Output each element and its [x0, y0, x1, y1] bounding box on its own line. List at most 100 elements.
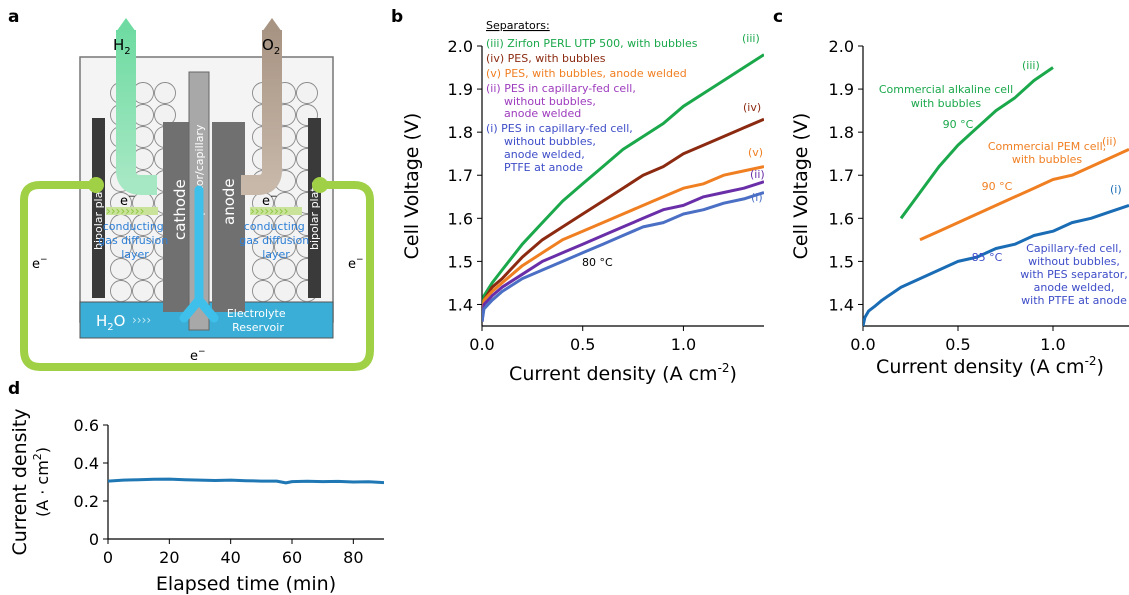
y-tick-label: 2.0	[448, 37, 473, 56]
annotation: 90 °C	[943, 118, 974, 131]
x-axis-label: Current density (A cm-2)	[876, 354, 1104, 378]
x-tick-label: 80	[343, 548, 363, 567]
bipolar-plate-left	[92, 118, 105, 298]
chart-b: 0.0 0.5 1.0 1.4 1.5 1.6 1.7 1.8 1.9 2.0 Current d…	[401, 19, 765, 385]
panel-label-a: a	[8, 7, 19, 27]
chart-d: 0 20 40 60 80 0 0.2 0.4 0.6 Elapsed time (min) C…	[9, 408, 384, 595]
h2-label: H2	[113, 36, 131, 57]
terminal-left	[88, 177, 104, 193]
annotation: Commercial PEM cell, with bubbles	[988, 140, 1106, 166]
panel-label-b: b	[391, 7, 403, 27]
series-end-label: (ii)	[750, 168, 765, 181]
panel-label-d: d	[8, 379, 20, 399]
y-tick-label: 2.0	[829, 37, 854, 56]
x-tick-label: 20	[159, 548, 179, 567]
x-axis-label: Elapsed time (min)	[156, 573, 336, 595]
water-label: H2O	[96, 312, 125, 333]
x-tick-label: 0	[103, 548, 113, 567]
temperature-label: 80 °C	[582, 256, 613, 269]
annotation: Commercial alkaline cell with bubbles	[879, 83, 1013, 110]
series-line	[482, 117, 764, 322]
legend-entry: (v) PES, with bubbles, anode welded	[486, 67, 687, 80]
series-end-label: (ii)	[1102, 135, 1117, 148]
gdl-circle	[296, 82, 318, 104]
conducting-layer-label-right: conducting gas diffusion layer	[239, 220, 313, 261]
series-end-label: (iii)	[1022, 59, 1040, 72]
legend-entry: (iii) Zirfon PERL UTP 500, with bubbles	[486, 37, 698, 50]
y-tick-label: 1.8	[829, 123, 854, 142]
electron-flow-arrows-left: ››››››››	[106, 204, 158, 218]
x-axis-label: Current density (A cm-2)	[509, 361, 737, 385]
h2-arrow-icon	[116, 18, 136, 32]
gdl-circle	[274, 236, 296, 258]
x-tick-label: 1.0	[1040, 335, 1065, 354]
legend-title: Separators:	[486, 19, 550, 32]
y-tick-label: 1.6	[448, 209, 473, 228]
x-tick-label: 60	[282, 548, 302, 567]
gdl-circle	[252, 258, 274, 280]
panel-label-c: c	[773, 7, 783, 27]
bipolar-plate-label-right: bipolar plate	[308, 180, 321, 250]
svg-text:››››››››: ››››››››	[250, 204, 288, 218]
o2-pipe	[241, 30, 282, 195]
svg-text:››››››››: ››››››››	[106, 204, 144, 218]
legend-entry: without bubbles,	[504, 95, 596, 108]
gdl-circle	[274, 280, 296, 302]
electron-label-wire-left: e−	[32, 255, 48, 272]
gdl-circle	[274, 258, 296, 280]
y-tick-label: 1.4	[448, 295, 473, 314]
gdl-circle	[110, 280, 132, 302]
series-end-label: (iii)	[742, 32, 760, 45]
x-tick-label: 0.5	[570, 335, 595, 354]
gdl-circle	[252, 280, 274, 302]
series-line	[863, 203, 1129, 326]
y-tick-label: 1.7	[448, 166, 473, 185]
y-tick-label: 1.6	[829, 209, 854, 228]
series-end-label: (i)	[751, 191, 763, 204]
reservoir-label: Electrolyte Reservoir	[227, 307, 289, 334]
external-circuit-wire	[20, 181, 374, 371]
series-line	[482, 165, 764, 322]
y-tick-label: 0.2	[74, 492, 99, 511]
series-end-label: (v)	[748, 146, 763, 159]
gdl-circle	[132, 258, 154, 280]
gdl-circle	[132, 280, 154, 302]
legend-entry: (i) PES in capillary-fed cell,	[486, 122, 633, 135]
legend: (iii) Zirfon PERL UTP 500, with bubbles (…	[486, 37, 698, 174]
gdl-circle	[252, 236, 274, 258]
gdl-circle	[110, 236, 132, 258]
h2-pipe	[116, 30, 157, 195]
series-line	[482, 53, 764, 322]
series-end-label: (i)	[1110, 183, 1122, 196]
legend-entry: anode welded	[504, 107, 581, 120]
x-tick-label: 0.0	[850, 335, 875, 354]
electron-label-right: e−	[262, 192, 278, 209]
anode-block	[212, 122, 245, 312]
legend-entry: anode welded,	[504, 148, 585, 161]
electron-label-wire-right: e−	[348, 255, 364, 272]
capillary-channel	[179, 185, 219, 323]
gdl-circle	[110, 258, 132, 280]
y-tick-label: 0	[89, 530, 99, 549]
y-tick-label: 0.4	[74, 454, 99, 473]
series-line	[108, 477, 384, 485]
chart-c: 0.0 0.5 1.0 1.4 1.5 1.6 1.7 1.8 1.9 2.0 Current d…	[790, 37, 1129, 378]
y-tick-label: 1.9	[448, 80, 473, 99]
y-tick-label: 1.4	[829, 295, 854, 314]
x-tick-label: 0.5	[945, 335, 970, 354]
series-line	[482, 180, 764, 322]
bipolar-plate-right	[308, 118, 321, 298]
gdl-circle	[154, 82, 176, 104]
cathode-label: cathode	[171, 179, 189, 240]
y-axis-label: Cell Voltage (V)	[790, 113, 812, 260]
terminal-right	[312, 177, 328, 193]
x-tick-label: 0.0	[469, 335, 494, 354]
electron-flow-arrows-right: ››››››››	[250, 204, 302, 218]
anode-label: anode	[220, 178, 238, 225]
gdl-circle	[132, 236, 154, 258]
electron-label-left: e−	[120, 192, 136, 209]
y-axis-label: Cell Voltage (V)	[401, 113, 423, 260]
conducting-layer-label-left: conducting gas diffusion layer	[98, 220, 172, 261]
y-tick-label: 1.5	[448, 252, 473, 271]
